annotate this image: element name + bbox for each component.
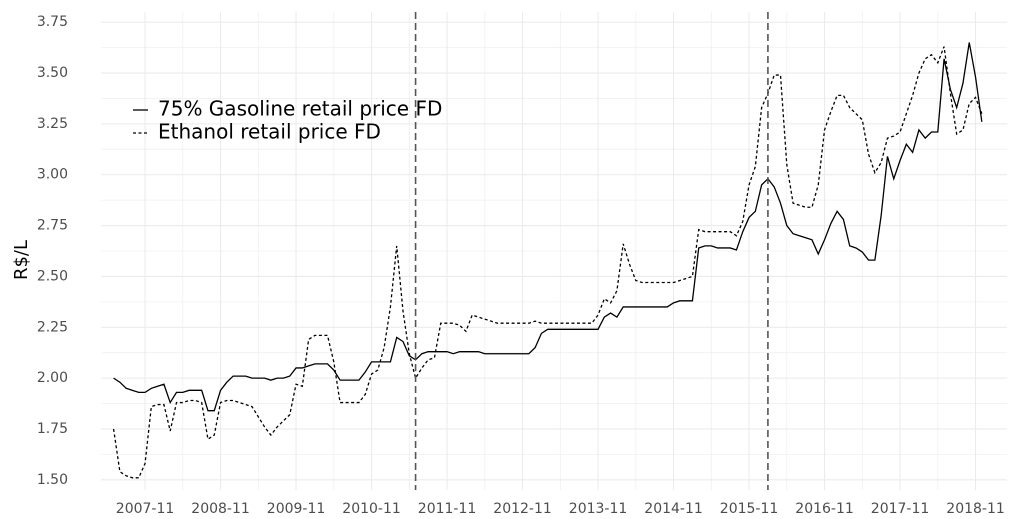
- y-tick-label: 3.25: [37, 116, 68, 132]
- x-tick-label: 2018-11: [946, 501, 1005, 517]
- x-tick-label: 2007-11: [116, 501, 175, 517]
- y-tick-label: 1.50: [37, 472, 68, 488]
- x-tick-label: 2013-11: [569, 501, 628, 517]
- x-tick-label: 2014-11: [644, 501, 703, 517]
- x-tick-label: 2011-11: [418, 501, 477, 517]
- y-tick-label: 2.50: [37, 268, 68, 284]
- series-line: [112, 46, 983, 479]
- x-tick-label: 2008-11: [191, 501, 250, 517]
- y-tick-label: 3.75: [37, 14, 68, 30]
- y-tick-label: 2.00: [37, 370, 68, 386]
- y-tick-label: 2.75: [37, 218, 68, 234]
- y-tick-label: 3.50: [37, 65, 68, 81]
- y-axis-title: R$/L: [11, 240, 32, 280]
- series-line: [113, 42, 983, 412]
- x-tick-label: 2016-11: [795, 501, 854, 517]
- x-tick-label: 2012-11: [493, 501, 552, 517]
- x-tick-label: 2009-11: [267, 501, 326, 517]
- legend-label: Ethanol retail price FD: [158, 120, 381, 144]
- y-tick-label: 2.25: [37, 319, 68, 335]
- y-tick-label: 3.00: [37, 167, 68, 183]
- legend-label: 75% Gasoline retail price FD: [158, 97, 442, 121]
- x-tick-label: 2010-11: [342, 501, 401, 517]
- y-tick-label: 1.75: [37, 421, 68, 437]
- x-tick-label: 2015-11: [720, 501, 779, 517]
- x-tick-label: 2017-11: [871, 501, 930, 517]
